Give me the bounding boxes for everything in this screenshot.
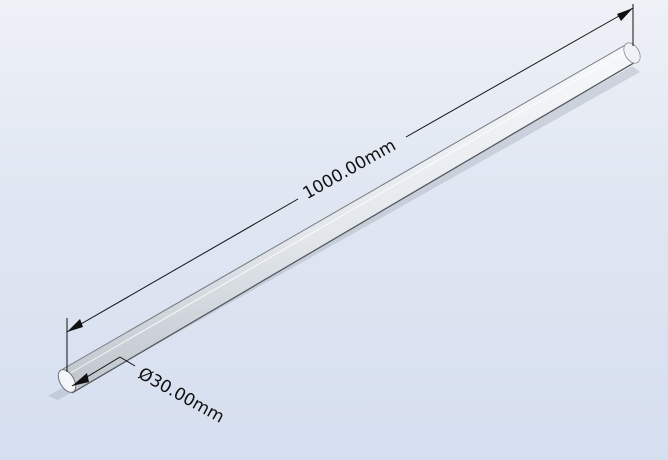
rod-far-end <box>623 42 641 64</box>
dimension-line-right-segment <box>405 7 634 138</box>
dimension-arrow-right <box>617 8 633 21</box>
diameter-leader-line <box>71 356 121 387</box>
rod-body[interactable] <box>62 43 638 394</box>
rod[interactable] <box>55 40 644 395</box>
rod-bottom-edge <box>71 60 638 394</box>
length-dimension[interactable]: 1000.00mm <box>66 4 634 372</box>
dimension-line-left-segment <box>66 198 299 333</box>
diameter-arrow <box>72 373 89 386</box>
diameter-leader-shoulder <box>119 356 136 367</box>
rod-top-edge <box>62 43 628 370</box>
rod-end-face[interactable] <box>55 367 80 396</box>
dimension-arrow-left <box>67 319 83 332</box>
diameter-dimension-label[interactable]: Ø30.00mm <box>135 364 228 428</box>
rod-highlight <box>66 48 631 376</box>
